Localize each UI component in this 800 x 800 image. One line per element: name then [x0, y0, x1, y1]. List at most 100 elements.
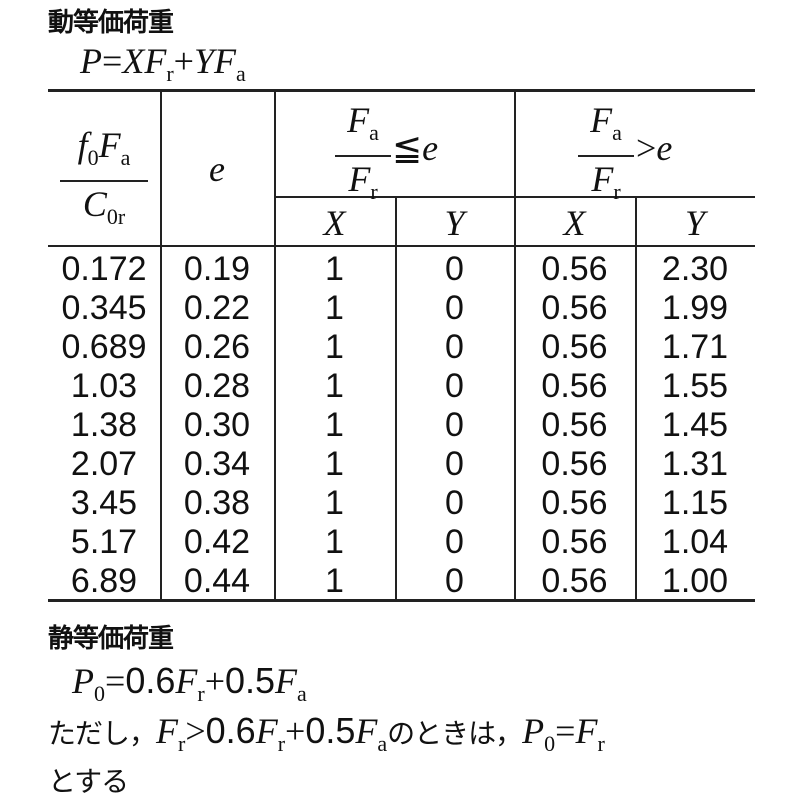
formula-segment: F [156, 711, 179, 751]
formula-segment: a [235, 61, 246, 86]
formula-segment: ただし， [48, 717, 157, 750]
table-cell: 0.56 [541, 445, 608, 483]
table-cell: 0 [445, 406, 464, 444]
header-load-ratio: f0Fa C0r [60, 125, 148, 237]
formula-segment: = [105, 661, 126, 701]
table-cell: 0 [445, 484, 464, 522]
subscript: 0r [106, 204, 126, 229]
table-cell: 1 [325, 523, 344, 561]
subscript: r [370, 179, 378, 204]
subheader-y: Y [684, 203, 706, 243]
header-e: e [209, 149, 225, 189]
formula-segment: = [102, 41, 123, 81]
subscript: a [612, 120, 622, 145]
formula-segment: > [185, 711, 206, 751]
fraction-bar [578, 155, 634, 157]
table-cell: 0.172 [61, 250, 147, 288]
static-load-formula: P0=0.6Fr+0.5Fa [72, 660, 307, 707]
table-cell: 1.99 [661, 289, 729, 327]
table-cell: 0.56 [541, 367, 608, 405]
dynamic-load-title: 動等価荷重 [48, 8, 174, 38]
subscript: a [369, 120, 379, 145]
formula-segment: P [80, 41, 102, 81]
symbol: F [347, 100, 370, 140]
table-cell: 1 [325, 445, 344, 483]
formula-segment: F [575, 711, 598, 751]
table-cell: 0.56 [541, 484, 608, 522]
fraction-bar [335, 155, 391, 157]
formula-segment: r [178, 731, 186, 756]
column-divider [274, 91, 276, 600]
table-cell: 1.55 [661, 367, 729, 405]
formula-segment: r [166, 61, 174, 86]
subheader-x: X [563, 203, 586, 243]
table-cell: 0.42 [183, 523, 251, 561]
symbol: F [590, 100, 613, 140]
subheader-y: Y [444, 203, 465, 243]
symbol: C [82, 184, 107, 224]
table-cell: 1.71 [661, 328, 729, 366]
table-cell: 1 [325, 484, 344, 522]
formula-segment: r [277, 731, 286, 756]
subscript: a [120, 145, 131, 170]
table-cell: 6.89 [70, 562, 138, 600]
table-cell: 1 [325, 406, 344, 444]
table-cell: 1.04 [661, 523, 729, 561]
subscript: 0 [87, 145, 99, 170]
symbol: F [348, 159, 371, 199]
formula-segment: r [197, 681, 205, 706]
formula-segment: F [175, 661, 198, 701]
fraction-bar [60, 180, 148, 182]
table-cell: 0.26 [183, 328, 251, 366]
table-cell: 0.44 [183, 562, 251, 600]
formula-segment: a [377, 731, 388, 756]
formula-segment: F [144, 41, 167, 81]
table-cell: 1 [325, 328, 344, 366]
static-load-note-end: とする [48, 765, 129, 798]
table-cell: 1.15 [661, 484, 729, 522]
table-cell: 1 [325, 367, 344, 405]
formula-segment: 0 [94, 681, 105, 706]
table-cell: 0.56 [541, 328, 608, 366]
table-cell: 0.28 [183, 367, 251, 405]
column-divider [514, 91, 516, 600]
table-cell: 0.56 [541, 250, 608, 288]
formula-segment: Y [193, 41, 214, 81]
table-cell: 1 [325, 562, 344, 600]
static-load-title: 静等価荷重 [48, 624, 174, 654]
table-top-rule [48, 89, 755, 92]
header-group1-condition: ≦e [392, 127, 438, 169]
formula-segment: F [355, 711, 378, 751]
formula-segment: のときは， [387, 717, 523, 750]
column-divider [160, 91, 162, 600]
table-cell: 0.19 [183, 250, 251, 288]
header-group1-fraction: Fa Fr [335, 100, 391, 212]
formula-segment: P [72, 661, 94, 701]
symbol: f [77, 125, 88, 165]
table-cell: 0.689 [61, 328, 147, 366]
formula-segment: 0.5 [225, 660, 276, 701]
formula-segment: 0.5 [305, 710, 356, 751]
formula-segment: 0.6 [205, 710, 256, 751]
formula-segment: X [122, 41, 145, 81]
table-cell: 1.45 [661, 406, 729, 444]
formula-segment: F [255, 711, 278, 751]
table-cell: 1.38 [70, 406, 138, 444]
table-cell: 0 [445, 562, 464, 600]
formula-segment: 0.6 [125, 660, 176, 701]
relation: ≦ [392, 128, 423, 168]
table-cell: 1.03 [70, 367, 138, 405]
table-cell: 3.45 [70, 484, 138, 522]
table-cell: 1.00 [661, 562, 729, 600]
symbol: F [591, 159, 614, 199]
formula-segment: F [275, 661, 298, 701]
table-cell: 2.30 [661, 250, 729, 288]
formula-segment: = [555, 711, 576, 751]
table-cell: 0.56 [541, 289, 608, 327]
table-cell: 0.30 [183, 406, 251, 444]
table-cell: 1 [325, 250, 344, 288]
symbol: e [656, 128, 673, 168]
table-cell: 0.56 [541, 523, 608, 561]
static-load-note: ただし，Fr>0.6Fr+0.5Faのときは，P0=Fr [48, 710, 605, 757]
table-cell: 0.345 [61, 289, 147, 327]
